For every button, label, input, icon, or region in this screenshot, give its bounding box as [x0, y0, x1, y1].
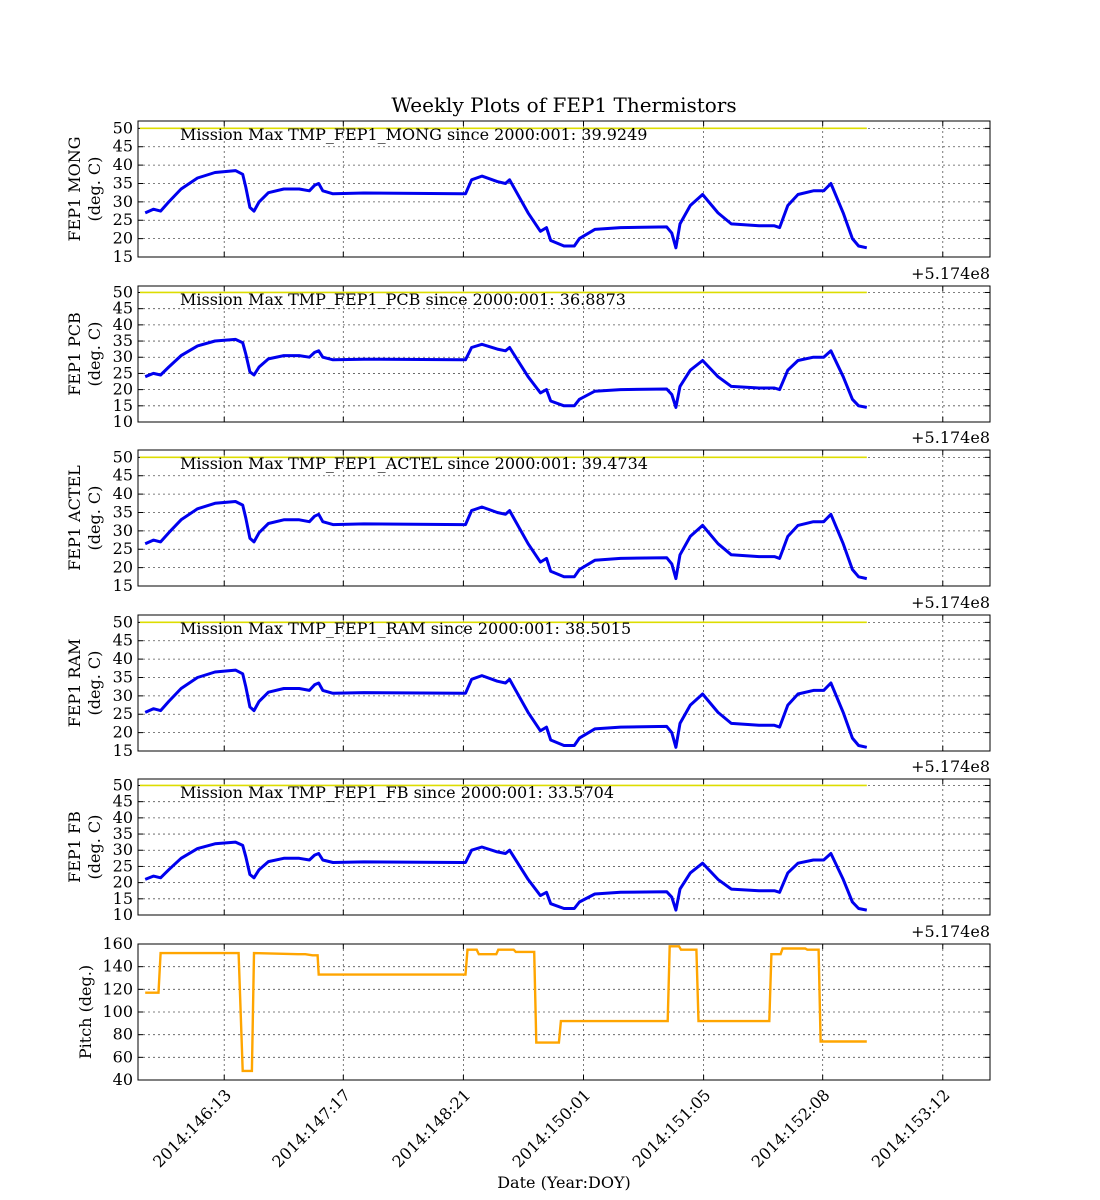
y-tick-label: 25: [113, 363, 133, 382]
y-tick-label: 45: [113, 466, 133, 485]
y-tick-label: 40: [113, 155, 133, 174]
y-axis-label: FEP1 FB: [65, 811, 84, 883]
temperature-series-line: [144, 169, 868, 250]
x-offset-label: +5.174e8: [911, 922, 990, 941]
y-tick-label: 20: [113, 380, 133, 399]
mission-max-annotation: Mission Max TMP_FEP1_ACTEL since 2000:00…: [180, 454, 648, 473]
y-tick-label: 15: [113, 396, 133, 415]
x-tick-label: 2014:153:12: [868, 1085, 954, 1171]
x-tick-label: 2014:151:05: [629, 1085, 715, 1171]
y-tick-label: 15: [113, 247, 133, 266]
y-tick-label: 40: [113, 484, 133, 503]
y-axis-label: FEP1 RAM: [65, 639, 84, 728]
y-tick-label: 30: [113, 686, 133, 705]
y-axis-label: FEP1 PCB: [65, 312, 84, 396]
y-tick-label: 120: [102, 979, 133, 998]
mission-max-annotation: Mission Max TMP_FEP1_FB since 2000:001: …: [180, 783, 614, 802]
temperature-series-line: [144, 337, 868, 409]
x-tick-label: 2014:152:08: [748, 1085, 834, 1171]
x-tick-label: 2014:146:13: [149, 1085, 235, 1171]
y-tick-label: 35: [113, 502, 133, 521]
y-tick-label: 25: [113, 210, 133, 229]
y-tick-label: 50: [113, 775, 133, 794]
y-tick-label: 40: [113, 1070, 133, 1089]
y-tick-label: 45: [113, 137, 133, 156]
y-tick-label: 45: [113, 792, 133, 811]
y-tick-label: 35: [113, 667, 133, 686]
x-offset-label: +5.174e8: [911, 428, 990, 447]
y-tick-label: 25: [113, 539, 133, 558]
y-axis-label: Pitch (deg.): [76, 965, 95, 1059]
mission-max-annotation: Mission Max TMP_FEP1_PCB since 2000:001:…: [180, 290, 626, 309]
y-axis-unit-label: (deg. C): [85, 651, 104, 716]
y-tick-label: 80: [113, 1025, 133, 1044]
y-tick-label: 35: [113, 173, 133, 192]
pitch-series-line: [145, 945, 867, 1073]
temperature-series-line: [144, 840, 868, 912]
y-axis-unit-label: (deg. C): [85, 157, 104, 222]
y-tick-label: 15: [113, 889, 133, 908]
x-tick-label: 2014:147:17: [268, 1085, 354, 1171]
y-tick-label: 15: [113, 576, 133, 595]
y-tick-label: 45: [113, 299, 133, 318]
y-tick-label: 20: [113, 229, 133, 248]
y-tick-label: 100: [102, 1002, 133, 1021]
y-tick-label: 30: [113, 840, 133, 859]
y-tick-label: 50: [113, 612, 133, 631]
y-tick-label: 20: [113, 558, 133, 577]
x-offset-label: +5.174e8: [911, 757, 990, 776]
y-axis-unit-label: (deg. C): [85, 322, 104, 387]
x-axis-label: Date (Year:DOY): [497, 1173, 631, 1192]
y-axis-unit-label: (deg. C): [85, 815, 104, 880]
x-offset-label: +5.174e8: [911, 593, 990, 612]
mission-max-annotation: Mission Max TMP_FEP1_RAM since 2000:001:…: [180, 619, 631, 638]
y-tick-label: 15: [113, 741, 133, 760]
y-axis-label: FEP1 ACTEL: [65, 465, 84, 571]
y-tick-label: 40: [113, 315, 133, 334]
y-tick-label: 30: [113, 347, 133, 366]
x-tick-label: 2014:150:01: [508, 1085, 594, 1171]
y-tick-label: 35: [113, 824, 133, 843]
chart-title: Weekly Plots of FEP1 Thermistors: [391, 93, 736, 117]
y-tick-label: 30: [113, 192, 133, 211]
y-tick-label: 10: [113, 412, 133, 431]
y-tick-label: 10: [113, 905, 133, 924]
y-tick-label: 160: [102, 934, 133, 953]
y-tick-label: 40: [113, 649, 133, 668]
panel-6: 40 60 80 100 120 140 160 Pitch (deg.) +5.174e8: [76, 922, 991, 1089]
y-axis-unit-label: (deg. C): [85, 486, 104, 551]
x-offset-label: +5.174e8: [911, 264, 990, 283]
panel-frame: [137, 449, 991, 587]
y-tick-label: 20: [113, 723, 133, 742]
y-tick-label: 140: [102, 957, 133, 976]
y-tick-label: 50: [113, 282, 133, 301]
y-tick-label: 20: [113, 873, 133, 892]
y-axis-label: FEP1 MONG: [65, 136, 84, 241]
y-tick-label: 30: [113, 521, 133, 540]
y-tick-label: 50: [113, 118, 133, 137]
temperature-series-line: [144, 500, 868, 581]
temperature-series-line: [144, 668, 868, 749]
y-tick-label: 35: [113, 331, 133, 350]
x-axis-tick-labels: 2014:146:13 2014:147:17 2014:148:21 2014:15…: [149, 1085, 953, 1171]
y-tick-label: 50: [113, 447, 133, 466]
y-tick-label: 25: [113, 856, 133, 875]
y-tick-label: 45: [113, 631, 133, 650]
y-tick-label: 25: [113, 704, 133, 723]
y-tick-label: 40: [113, 808, 133, 827]
y-tick-label: 60: [113, 1047, 133, 1066]
mission-max-annotation: Mission Max TMP_FEP1_MONG since 2000:001…: [180, 125, 647, 144]
x-tick-label: 2014:148:21: [388, 1085, 474, 1171]
